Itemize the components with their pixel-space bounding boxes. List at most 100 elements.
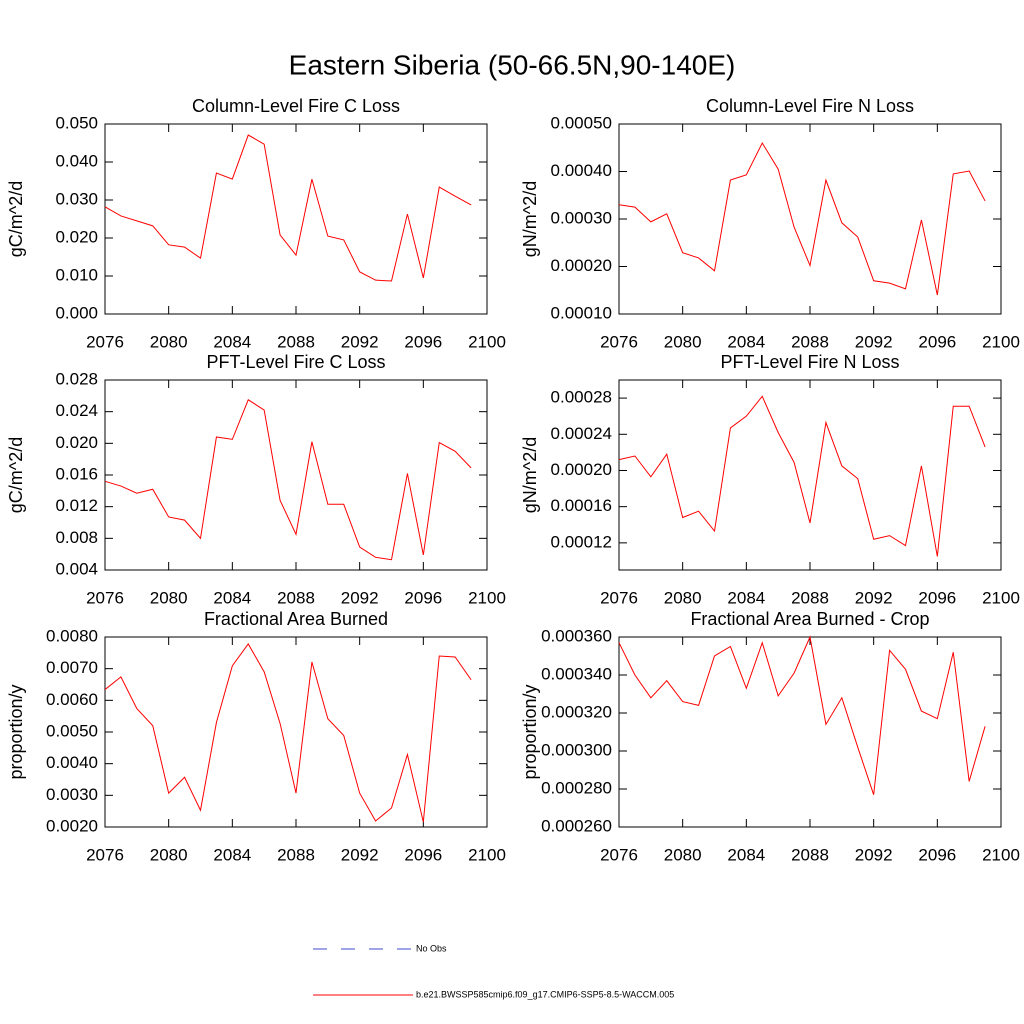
- y-tick-label: 0.00050: [551, 113, 612, 132]
- y-tick-label: 0.00016: [551, 496, 612, 515]
- x-tick-label: 2100: [982, 332, 1020, 351]
- legend-label: b.e21.BWSSP585cmip6.f09_g17.CMIP6-SSP5-8…: [416, 989, 674, 999]
- y-tick-label: 0.004: [55, 559, 98, 578]
- x-tick-label: 2092: [341, 332, 379, 351]
- x-tick-label: 2080: [150, 588, 188, 607]
- y-tick-label: 0.00010: [551, 303, 612, 322]
- plot-frame: [618, 379, 1002, 571]
- x-tick-label: 2088: [277, 588, 315, 607]
- x-tick-label: 2088: [277, 332, 315, 351]
- y-tick-label: 0.010: [55, 265, 98, 284]
- x-tick-label: 2100: [982, 588, 1020, 607]
- x-tick-label: 2084: [727, 332, 765, 351]
- y-tick-label: 0.040: [55, 151, 98, 170]
- x-tick-label: 2080: [664, 845, 702, 864]
- panel-title: Fractional Area Burned - Crop: [690, 609, 929, 629]
- x-tick-label: 2076: [600, 588, 638, 607]
- y-tick-label: 0.008: [55, 528, 98, 547]
- y-tick-label: 0.000260: [541, 816, 612, 835]
- y-tick-label: 0.0060: [46, 690, 98, 709]
- data-line: [618, 635, 986, 795]
- y-tick-label: 0.0050: [46, 721, 98, 740]
- plot-frame: [618, 636, 1002, 828]
- x-tick-label: 2088: [277, 845, 315, 864]
- x-tick-label: 2096: [404, 588, 442, 607]
- y-tick-label: 0.0080: [46, 626, 98, 645]
- y-axis-title: gC/m^2/d: [6, 437, 26, 513]
- y-axis-title: proportion/y: [520, 684, 540, 779]
- y-axis-title: gN/m^2/d: [520, 181, 540, 257]
- x-tick-label: 2084: [213, 332, 251, 351]
- panel-title: Column-Level Fire N Loss: [706, 96, 914, 116]
- panel-title: PFT-Level Fire N Loss: [720, 352, 899, 372]
- y-axis-title: proportion/y: [6, 684, 26, 779]
- figure-title: Eastern Siberia (50-66.5N,90-140E): [289, 49, 736, 80]
- y-tick-label: 0.0020: [46, 816, 98, 835]
- y-tick-label: 0.000: [55, 303, 98, 322]
- panel-title: Fractional Area Burned: [204, 609, 388, 629]
- x-tick-label: 2080: [150, 845, 188, 864]
- x-tick-label: 2088: [791, 332, 829, 351]
- x-tick-label: 2092: [855, 588, 893, 607]
- x-tick-label: 2076: [600, 332, 638, 351]
- x-tick-label: 2100: [468, 588, 506, 607]
- y-tick-label: 0.000300: [541, 740, 612, 759]
- x-tick-label: 2084: [213, 588, 251, 607]
- y-tick-label: 0.000320: [541, 702, 612, 721]
- x-tick-label: 2076: [86, 845, 124, 864]
- y-tick-label: 0.020: [55, 227, 98, 246]
- x-tick-label: 2076: [600, 845, 638, 864]
- data-line: [618, 141, 986, 296]
- y-tick-label: 0.0070: [46, 658, 98, 677]
- plot-frame: [104, 636, 488, 828]
- data-line: [104, 134, 472, 282]
- x-tick-label: 2084: [727, 588, 765, 607]
- y-tick-label: 0.000340: [541, 664, 612, 683]
- panel-title: PFT-Level Fire C Loss: [206, 352, 385, 372]
- x-tick-label: 2092: [855, 845, 893, 864]
- y-tick-label: 0.020: [55, 433, 98, 452]
- y-tick-label: 0.024: [55, 401, 98, 420]
- y-axis-title: gC/m^2/d: [6, 181, 26, 257]
- plot-frame: [104, 379, 488, 571]
- y-tick-label: 0.00020: [551, 256, 612, 275]
- y-axis-title: gN/m^2/d: [520, 437, 540, 513]
- data-line: [104, 399, 472, 561]
- x-tick-label: 2076: [86, 588, 124, 607]
- plot-frame: [618, 123, 1002, 315]
- y-tick-label: 0.030: [55, 189, 98, 208]
- x-tick-label: 2096: [918, 588, 956, 607]
- data-line: [618, 395, 986, 557]
- y-tick-label: 0.00028: [551, 388, 612, 407]
- y-tick-label: 0.000360: [541, 626, 612, 645]
- x-tick-label: 2080: [150, 332, 188, 351]
- x-tick-label: 2096: [404, 332, 442, 351]
- x-tick-label: 2096: [918, 845, 956, 864]
- y-tick-label: 0.028: [55, 369, 98, 388]
- y-tick-label: 0.0030: [46, 785, 98, 804]
- x-tick-label: 2088: [791, 588, 829, 607]
- y-tick-label: 0.0040: [46, 753, 98, 772]
- x-tick-label: 2096: [404, 845, 442, 864]
- x-tick-label: 2076: [86, 332, 124, 351]
- data-line: [104, 643, 472, 823]
- y-tick-label: 0.00040: [551, 161, 612, 180]
- plot-frame: [104, 123, 488, 315]
- y-tick-label: 0.00012: [551, 532, 612, 551]
- legend-label: No Obs: [416, 943, 447, 953]
- y-tick-label: 0.000280: [541, 778, 612, 797]
- x-tick-label: 2080: [664, 588, 702, 607]
- y-tick-label: 0.00024: [551, 424, 612, 443]
- x-tick-label: 2100: [982, 845, 1020, 864]
- x-tick-label: 2092: [341, 588, 379, 607]
- x-tick-label: 2100: [468, 845, 506, 864]
- panel-title: Column-Level Fire C Loss: [192, 96, 400, 116]
- x-tick-label: 2092: [855, 332, 893, 351]
- x-tick-label: 2100: [468, 332, 506, 351]
- x-tick-label: 2096: [918, 332, 956, 351]
- y-tick-label: 0.00020: [551, 460, 612, 479]
- x-tick-label: 2092: [341, 845, 379, 864]
- y-tick-label: 0.00030: [551, 208, 612, 227]
